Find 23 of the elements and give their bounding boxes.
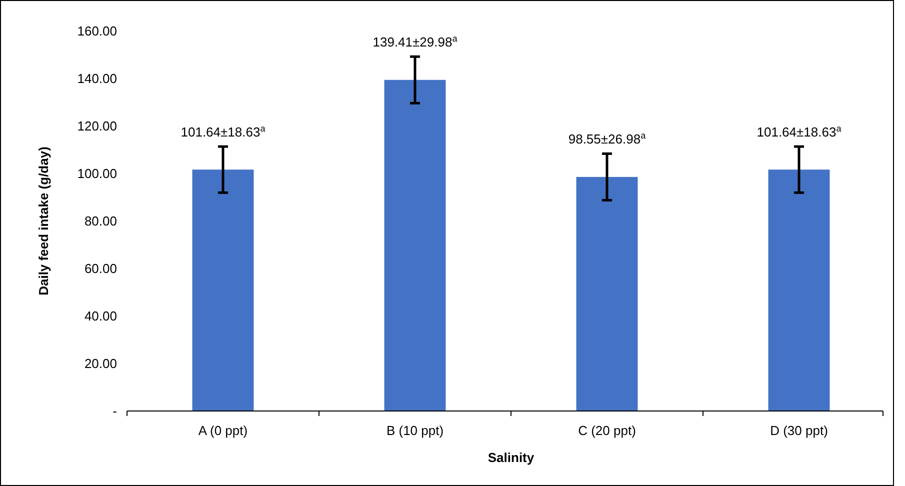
- x-tick-label: B (10 ppt): [386, 423, 444, 438]
- x-tick-label: C (20 ppt): [578, 423, 636, 438]
- data-label: 139.41±29.98$^{a}$: [372, 34, 458, 50]
- x-tick-label: A (0 ppt): [198, 423, 248, 438]
- y-tick-label: 140.00: [77, 71, 117, 86]
- y-tick-label: 100.00: [77, 166, 117, 182]
- y-tick-label: 120.00: [77, 118, 117, 134]
- bar: [576, 176, 638, 411]
- bar: [192, 170, 254, 411]
- data-label: 101.64±18.63$^{a}$: [756, 124, 842, 140]
- y-tick-label: 80.00: [84, 214, 117, 229]
- y-tick-label: 160.00: [77, 24, 117, 39]
- bar: [768, 170, 830, 411]
- y-tick-label: 60.00: [84, 261, 117, 276]
- y-tick-label: -: [112, 404, 117, 419]
- y-tick-label: 20.00: [84, 356, 117, 372]
- x-tick-label: D (30 ppt): [770, 423, 828, 438]
- y-tick-label: 40.00: [84, 308, 117, 324]
- data-label: 101.64±18.63$^{a}$: [180, 124, 266, 140]
- data-label: 98.55±26.98$^{a}$: [568, 130, 647, 147]
- bar: [384, 80, 446, 411]
- y-axis-title: Daily feed intake (g/day): [36, 146, 51, 296]
- x-axis-title: Salinity: [488, 450, 535, 465]
